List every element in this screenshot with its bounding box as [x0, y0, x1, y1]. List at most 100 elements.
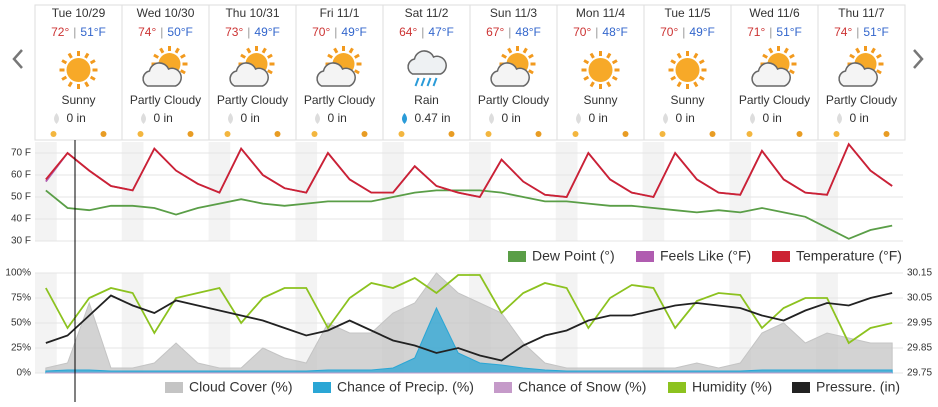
high-temp: 74°	[138, 25, 156, 39]
next-arrow[interactable]	[913, 49, 924, 69]
sunset-icon	[448, 131, 455, 137]
y-tick-label: 60 F	[11, 170, 31, 181]
y-tick-label: 25%	[11, 343, 31, 354]
sunrise-icon	[833, 131, 840, 137]
sun-ray	[61, 75, 68, 81]
area	[45, 306, 893, 374]
legend-label: Chance of Precip. (%)	[337, 379, 474, 395]
chart: 0% 25% 50% 75% 100% 29.75 29.85 29.95 30.05 30.15…	[5, 268, 932, 395]
sun-ray	[876, 69, 882, 75]
cloud	[751, 62, 791, 87]
precip: 0 in	[154, 111, 173, 125]
low-temp: 48°F	[602, 25, 627, 39]
separator: |	[856, 25, 859, 39]
legend-swatch	[772, 251, 790, 262]
precip: 0 in	[328, 111, 347, 125]
precip: 0 in	[763, 111, 782, 125]
sunset-icon	[187, 131, 194, 137]
low-temp: 48°F	[515, 25, 540, 39]
sunrise-icon	[572, 131, 579, 137]
y-tick-label: 75%	[11, 293, 31, 304]
sunset-icon	[274, 131, 281, 137]
sun-ray	[849, 53, 855, 59]
cloud	[142, 62, 182, 87]
sun-ray	[267, 53, 273, 59]
legend-swatch	[165, 382, 183, 393]
sun-ray	[762, 53, 768, 59]
sun	[588, 58, 613, 82]
low-temp: 51°F	[863, 25, 888, 39]
day-name: Wed 11/6	[749, 6, 800, 20]
charts: 30 F 40 F 50 F 60 F 70 F Dew Point (°) Feels L…	[5, 142, 932, 395]
sun-ray	[606, 81, 612, 88]
sun-ray	[354, 53, 360, 59]
sun-ray	[583, 59, 590, 65]
sun-ray	[670, 59, 677, 65]
day-card: Tue 11/5 70° | 49°F Sunny 0 in	[643, 4, 732, 141]
day-card: Tue 10/29 72° | 51°F Sunny 0 in	[34, 4, 123, 141]
night-band	[469, 142, 491, 241]
drop-icon	[402, 113, 407, 124]
high-temp: 73°	[225, 25, 243, 39]
sunrise-icon	[659, 131, 666, 137]
sun-ray	[698, 75, 705, 81]
sun-ray	[528, 53, 534, 59]
legend-swatch	[792, 382, 810, 393]
legend-label: Pressure. (in)	[816, 379, 900, 395]
separator: |	[247, 25, 250, 39]
precip: 0.47 in	[415, 111, 451, 125]
sun-ray	[180, 53, 186, 59]
temps: 70° | 49°F	[312, 25, 367, 39]
prev-arrow[interactable]	[12, 49, 23, 69]
line	[45, 189, 893, 240]
sun-ray	[870, 47, 876, 54]
low-temp: 49°F	[689, 25, 714, 39]
drop-icon	[663, 113, 668, 124]
cloud	[316, 62, 356, 87]
sun-ray	[768, 47, 774, 54]
rain-drop	[414, 77, 420, 87]
separator: |	[334, 25, 337, 39]
high-temp: 72°	[51, 25, 69, 39]
legend-swatch	[494, 382, 512, 393]
low-temp: 47°F	[428, 25, 453, 39]
sun-ray	[159, 47, 165, 54]
cloud	[229, 62, 269, 87]
condition: Partly Cloudy	[478, 93, 549, 107]
sun-ray	[507, 47, 513, 54]
line	[45, 292, 893, 362]
day-card: Thu 11/7 74° | 51°F Partly Cloudy 0 in	[817, 4, 906, 141]
legend-label: Feels Like (°F)	[660, 248, 751, 264]
day-name: Thu 11/7	[838, 6, 885, 20]
legend-swatch	[313, 382, 331, 393]
temps: 74° | 50°F	[138, 25, 193, 39]
sunrise-icon	[224, 131, 231, 137]
y-tick-label: 70 F	[11, 148, 31, 159]
drop-icon	[54, 113, 59, 124]
day-card: Thu 10/31 73° | 49°F Partly Cloudy 0 in	[208, 4, 297, 141]
sun-ray	[583, 75, 590, 81]
temps: 74° | 51°F	[834, 25, 889, 39]
sun-ray	[333, 47, 339, 54]
rain-drop	[426, 77, 432, 87]
high-temp: 71°	[747, 25, 765, 39]
drop-icon	[576, 113, 581, 124]
day-name: Tue 10/29	[52, 6, 106, 20]
legend-label: Dew Point (°)	[532, 248, 615, 264]
condition: Partly Cloudy	[826, 93, 897, 107]
sun-ray	[676, 52, 682, 59]
condition: Partly Cloudy	[130, 93, 201, 107]
sun-ray	[876, 53, 882, 59]
condition: Rain	[414, 93, 439, 107]
rain-drop	[420, 77, 426, 87]
day-name: Tue 11/5	[664, 6, 710, 20]
legend-swatch	[668, 382, 686, 393]
day-name: Wed 10/30	[137, 6, 195, 20]
high-temp: 70°	[660, 25, 678, 39]
night-band	[555, 142, 578, 241]
drop-icon	[228, 113, 233, 124]
night-band	[729, 142, 752, 241]
condition: Sunny	[61, 93, 95, 107]
day-card: Fri 11/1 70° | 49°F Partly Cloudy 0 in	[295, 4, 384, 141]
precip: 0 in	[676, 111, 695, 125]
